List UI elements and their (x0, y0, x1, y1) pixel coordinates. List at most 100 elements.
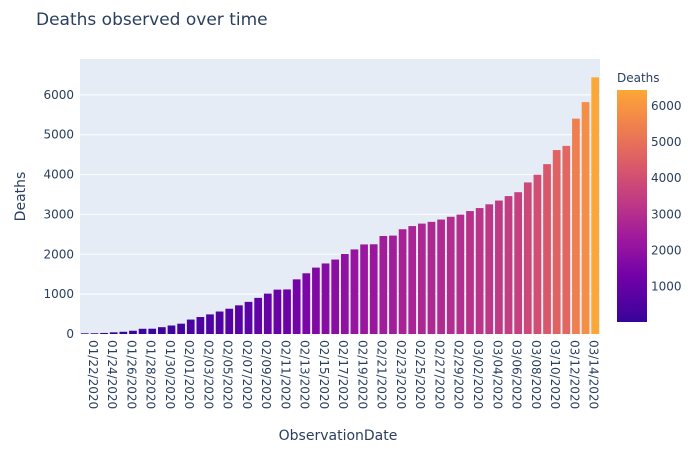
x-tick-label: 02/21/2020 (375, 340, 389, 409)
x-tick-label: 02/23/2020 (394, 340, 408, 409)
y-tick-label: 2000 (43, 247, 74, 261)
x-tick-label: 02/01/2020 (182, 340, 196, 409)
x-tick-label: 02/19/2020 (355, 340, 369, 409)
bar (273, 289, 282, 334)
bar (389, 235, 397, 334)
bar (514, 192, 522, 334)
x-tick-label: 02/05/2020 (221, 340, 235, 409)
colorbar-tick-label: 2000 (651, 243, 682, 257)
bar (186, 319, 195, 334)
bar (80, 333, 89, 334)
y-tick-label: 3000 (43, 207, 74, 221)
bar (235, 305, 243, 334)
x-tick-label: 02/11/2020 (278, 340, 292, 409)
bar (138, 328, 147, 334)
bar (177, 323, 185, 334)
colorbar-tick-label: 3000 (651, 207, 682, 221)
colorbar-tick-label: 5000 (651, 135, 682, 149)
bar (244, 301, 253, 334)
x-tick-label: 02/25/2020 (413, 340, 427, 409)
x-tick-label: 01/30/2020 (163, 340, 177, 409)
bar (552, 150, 561, 334)
bar (398, 229, 407, 334)
bar (148, 328, 157, 334)
bar (119, 331, 128, 334)
bar (379, 236, 388, 334)
x-tick-label: 02/17/2020 (336, 340, 350, 409)
bar (456, 214, 465, 334)
bar (437, 219, 445, 334)
plot-background (80, 59, 600, 334)
x-tick-label: 03/14/2020 (587, 340, 601, 409)
y-tick-label: 4000 (43, 168, 74, 182)
bar (350, 249, 359, 334)
bar (196, 317, 205, 334)
bar (302, 273, 311, 334)
x-tick-label: 02/03/2020 (201, 340, 215, 409)
bar (485, 204, 494, 334)
bar (533, 174, 542, 334)
bar (475, 208, 484, 334)
x-tick-label: 03/12/2020 (567, 340, 581, 409)
bar (331, 259, 340, 334)
x-tick-label: 02/13/2020 (298, 340, 312, 409)
bar (129, 330, 137, 334)
bar (504, 196, 513, 334)
bar (446, 216, 455, 334)
colorbar-tick-label: 1000 (651, 279, 682, 293)
y-tick-label: 0 (66, 327, 74, 341)
bar (408, 226, 417, 334)
bar (360, 244, 368, 334)
bar (340, 254, 349, 334)
bar (562, 145, 571, 334)
bar (572, 118, 580, 334)
bar (167, 325, 176, 334)
x-tick-label: 03/02/2020 (471, 340, 485, 409)
bar (427, 221, 436, 334)
bar (100, 332, 108, 334)
y-tick-label: 1000 (43, 287, 74, 301)
bar (418, 223, 426, 334)
y-tick-label: 5000 (43, 128, 74, 142)
x-tick-label: 02/07/2020 (240, 340, 254, 409)
bar (292, 279, 301, 334)
x-tick-label: 02/09/2020 (259, 340, 273, 409)
x-tick-label: 01/26/2020 (124, 340, 138, 409)
x-axis-title: ObservationDate (279, 428, 398, 444)
x-tick-label: 01/22/2020 (86, 340, 100, 409)
x-tick-label: 01/24/2020 (105, 340, 119, 409)
bar (215, 311, 224, 334)
bar (495, 200, 503, 334)
x-tick-label: 03/08/2020 (529, 340, 543, 409)
y-tick-label: 6000 (43, 88, 74, 102)
x-tick-label: 02/29/2020 (452, 340, 466, 409)
bar (523, 182, 532, 334)
x-tick-label: 03/04/2020 (490, 340, 504, 409)
colorbar (617, 90, 647, 322)
x-tick-label: 02/27/2020 (432, 340, 446, 409)
bar (543, 164, 551, 334)
bar (369, 244, 378, 334)
bar (206, 314, 214, 334)
bar (109, 332, 118, 334)
colorbar-tick-label: 6000 (651, 99, 682, 113)
bar (591, 77, 600, 334)
colorbar-title: Deaths (617, 71, 660, 85)
bar (581, 102, 590, 334)
bar (263, 293, 272, 334)
x-tick-label: 03/10/2020 (548, 340, 562, 409)
bar (321, 263, 330, 334)
bar (254, 297, 262, 334)
bar (283, 289, 291, 334)
colorbar-tick-label: 4000 (651, 171, 682, 185)
x-tick-label: 02/15/2020 (317, 340, 331, 409)
chart-title: Deaths observed over time (36, 10, 268, 30)
bar (312, 267, 320, 334)
y-axis-title: Deaths (13, 172, 29, 222)
bar (466, 211, 474, 334)
x-tick-label: 03/06/2020 (510, 340, 524, 409)
x-tick-label: 01/28/2020 (144, 340, 158, 409)
bar (158, 327, 166, 334)
bar (90, 333, 99, 334)
